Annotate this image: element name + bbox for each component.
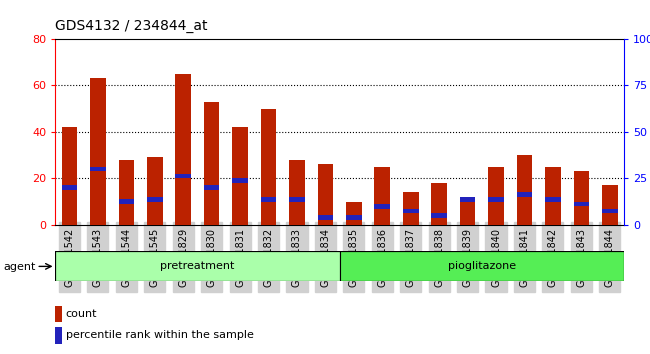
Bar (289, 160, 305, 225)
Bar (374, 204, 390, 209)
Bar (318, 164, 333, 225)
Bar (90, 79, 106, 225)
Bar (460, 197, 475, 201)
Bar (573, 171, 589, 225)
Bar (261, 197, 276, 201)
Bar (573, 201, 589, 206)
Bar (517, 155, 532, 225)
Bar (602, 209, 617, 213)
Text: percentile rank within the sample: percentile rank within the sample (66, 330, 254, 341)
Bar (147, 158, 162, 225)
Bar (432, 183, 447, 225)
Bar (545, 197, 561, 201)
Bar (55, 306, 62, 322)
Bar (147, 197, 162, 201)
Bar (346, 216, 361, 220)
Bar (55, 327, 62, 343)
Bar (545, 167, 561, 225)
Bar (346, 201, 361, 225)
Bar (488, 197, 504, 201)
Bar (118, 160, 134, 225)
Text: count: count (66, 309, 97, 319)
Bar (374, 167, 390, 225)
Bar (62, 127, 77, 225)
Text: GDS4132 / 234844_at: GDS4132 / 234844_at (55, 19, 208, 34)
Bar (488, 167, 504, 225)
Bar (232, 127, 248, 225)
Bar (204, 185, 220, 190)
Text: agent: agent (3, 262, 36, 272)
Bar (62, 185, 77, 190)
Bar (289, 197, 305, 201)
Text: pioglitazone: pioglitazone (448, 261, 516, 272)
Bar (403, 192, 419, 225)
Bar (432, 213, 447, 218)
Bar (517, 192, 532, 197)
Bar (318, 216, 333, 220)
Bar (602, 185, 617, 225)
Bar (90, 167, 106, 171)
Bar (339, 251, 624, 281)
Bar (261, 109, 276, 225)
Bar (176, 74, 191, 225)
Bar (204, 102, 220, 225)
Bar (118, 199, 134, 204)
Bar (460, 197, 475, 225)
Bar (55, 251, 339, 281)
Text: pretreatment: pretreatment (161, 261, 235, 272)
Bar (232, 178, 248, 183)
Bar (176, 174, 191, 178)
Bar (403, 209, 419, 213)
